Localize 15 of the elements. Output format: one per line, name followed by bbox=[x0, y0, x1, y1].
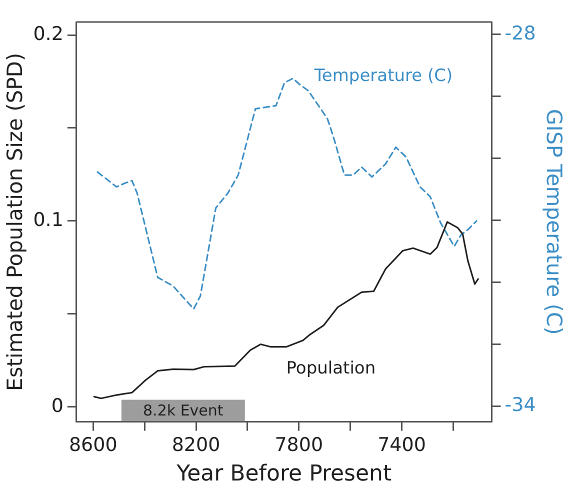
series-label: Temperature (C) bbox=[313, 66, 453, 86]
y2-tick-label: -34 bbox=[504, 394, 536, 416]
y2-tick-label: -28 bbox=[504, 22, 536, 44]
x-axis-title: Year Before Present bbox=[176, 462, 392, 487]
x-tick-label: 8200 bbox=[172, 434, 220, 456]
x-tick-label: 8600 bbox=[68, 434, 118, 456]
y-tick-label: 0 bbox=[51, 394, 64, 417]
y-tick-label: 0.2 bbox=[33, 22, 64, 45]
band-label: 8.2k Event bbox=[143, 402, 224, 420]
x-tick-label: 7400 bbox=[378, 434, 426, 456]
series-label: Population bbox=[286, 358, 376, 378]
x-tick-label: 7800 bbox=[274, 434, 324, 456]
y-tick-label: 0.1 bbox=[33, 208, 64, 231]
y2-axis-title: GISP Temperature (C) bbox=[542, 108, 566, 335]
y-axis-title: Estimated Population Size (SPD) bbox=[3, 52, 28, 391]
